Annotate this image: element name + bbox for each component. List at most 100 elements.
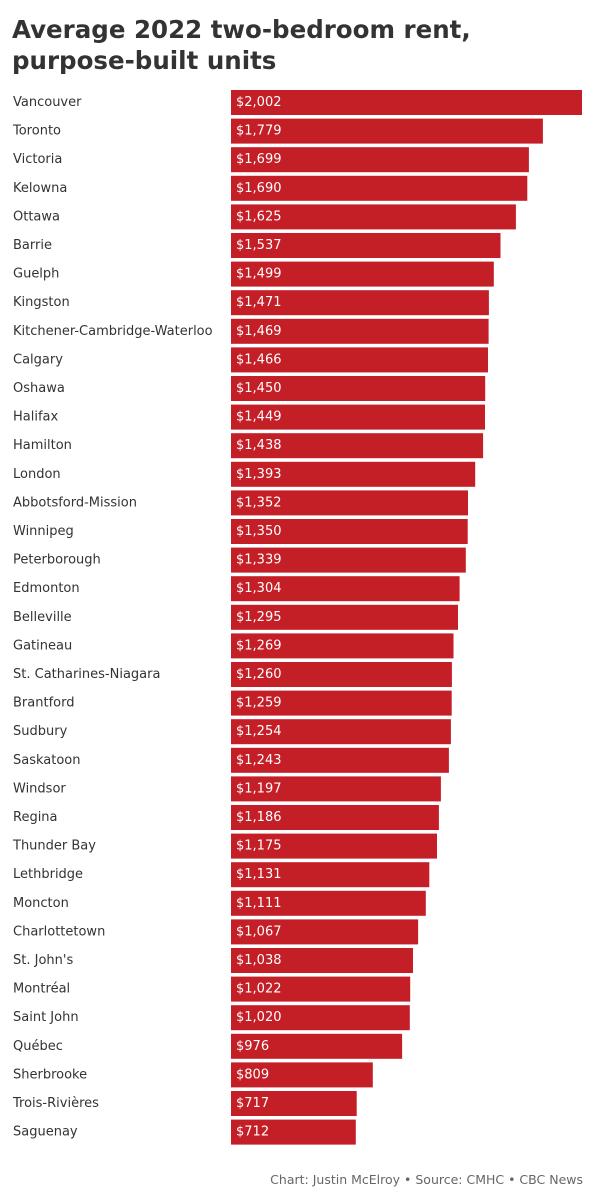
category-label: Kingston <box>13 295 70 310</box>
category-label: Moncton <box>13 896 69 911</box>
category-label: Charlottetown <box>13 924 105 939</box>
bar-value-label: $1,022 <box>236 982 282 997</box>
bar <box>231 976 411 1002</box>
bar <box>231 662 452 687</box>
bar <box>231 862 430 888</box>
category-label: Sherbrooke <box>13 1067 87 1082</box>
bar-value-label: $1,111 <box>236 896 282 911</box>
bar <box>231 604 458 630</box>
bar <box>231 376 486 401</box>
bar-value-label: $2,002 <box>236 95 282 110</box>
bar-value-label: $712 <box>236 1125 269 1140</box>
bar-value-label: $1,269 <box>236 638 282 653</box>
bar <box>231 1091 357 1116</box>
category-label: Hamilton <box>13 438 72 453</box>
bar-value-label: $1,449 <box>236 410 282 425</box>
bar-value-label: $1,537 <box>236 238 282 253</box>
bar-value-label: $1,699 <box>236 152 282 167</box>
bar <box>231 1033 403 1059</box>
bar-value-label: $1,020 <box>236 1010 282 1025</box>
bar <box>231 890 426 916</box>
bar-value-label: $1,690 <box>236 181 282 196</box>
category-label: Windsor <box>13 781 66 796</box>
category-label: Regina <box>13 810 58 825</box>
bar-value-label: $1,350 <box>236 524 282 539</box>
category-label: Barrie <box>13 238 52 253</box>
category-label: Guelph <box>13 267 59 282</box>
bar <box>231 1119 356 1145</box>
bar <box>231 233 501 258</box>
bar-value-label: $1,625 <box>236 209 282 224</box>
category-label: Saskatoon <box>13 753 81 768</box>
bar-value-label: $1,038 <box>236 953 282 968</box>
bar-value-label: $1,260 <box>236 667 282 682</box>
category-label: Peterborough <box>13 553 101 568</box>
bar-value-label: $1,131 <box>236 867 282 882</box>
bar-value-label: $1,197 <box>236 781 282 796</box>
bar-value-label: $1,175 <box>236 839 282 854</box>
bar-value-label: $1,304 <box>236 581 282 596</box>
bar <box>231 290 489 316</box>
category-label: Kelowna <box>13 181 67 196</box>
bar-value-label: $1,243 <box>236 753 282 768</box>
category-label: Gatineau <box>13 638 72 653</box>
bar-value-label: $809 <box>236 1067 269 1082</box>
bar <box>231 433 484 459</box>
bar-value-label: $1,438 <box>236 438 282 453</box>
category-label: Edmonton <box>13 581 80 596</box>
bar <box>231 461 476 487</box>
bar <box>231 719 451 745</box>
category-label: Winnipeg <box>13 524 74 539</box>
bar <box>231 204 516 230</box>
category-label: Saint John <box>13 1010 79 1025</box>
bar <box>231 576 460 602</box>
bar <box>231 633 454 659</box>
category-label: Vancouver <box>13 95 82 110</box>
category-label: Victoria <box>13 152 62 167</box>
bar <box>231 490 468 516</box>
category-label: London <box>13 467 61 482</box>
category-label: Abbotsford-Mission <box>13 495 137 510</box>
bar-value-label: $1,259 <box>236 696 282 711</box>
bar <box>231 347 488 373</box>
chart-title: Average 2022 two-bedroom rent, purpose-b… <box>12 15 471 75</box>
bar <box>231 90 582 115</box>
category-label: Belleville <box>13 610 72 625</box>
category-label: Sudbury <box>13 724 68 739</box>
category-label: Saguenay <box>13 1125 78 1140</box>
bar-value-label: $1,186 <box>236 810 282 825</box>
bar-value-label: $1,295 <box>236 610 282 625</box>
bar-value-label: $717 <box>236 1096 269 1111</box>
category-label: St. John's <box>13 953 73 968</box>
bar <box>231 1062 373 1088</box>
bar-value-label: $1,352 <box>236 495 282 510</box>
bar-value-label: $1,471 <box>236 295 282 310</box>
category-label: Kitchener-Cambridge-Waterloo <box>13 324 213 339</box>
bar-rows: Vancouver $2,002 Toronto $1,779 Victoria $1,6… <box>12 90 582 1145</box>
category-label: Halifax <box>13 410 59 425</box>
bar-value-label: $1,469 <box>236 324 282 339</box>
bar <box>231 776 441 802</box>
bar <box>231 833 437 859</box>
bar-value-label: $1,779 <box>236 124 282 139</box>
category-label: Oshawa <box>13 381 65 396</box>
bar <box>231 948 413 973</box>
bar-value-label: $1,339 <box>236 553 282 568</box>
category-label: Brantford <box>13 696 74 711</box>
category-label: Lethbridge <box>13 867 83 882</box>
bar <box>231 805 439 830</box>
bar <box>231 404 485 430</box>
category-label: Trois-Rivières <box>12 1096 99 1111</box>
bar <box>231 547 466 573</box>
bar <box>231 747 449 773</box>
bar <box>231 118 543 144</box>
bar <box>231 919 419 945</box>
bar-value-label: $1,254 <box>236 724 282 739</box>
bar <box>231 519 468 544</box>
category-label: St. Catharines-Niagara <box>13 667 160 682</box>
category-label: Calgary <box>13 352 63 367</box>
category-label: Thunder Bay <box>12 839 96 854</box>
bar-value-label: $1,499 <box>236 267 282 282</box>
bar <box>231 147 529 173</box>
bar-value-label: $976 <box>236 1039 269 1054</box>
